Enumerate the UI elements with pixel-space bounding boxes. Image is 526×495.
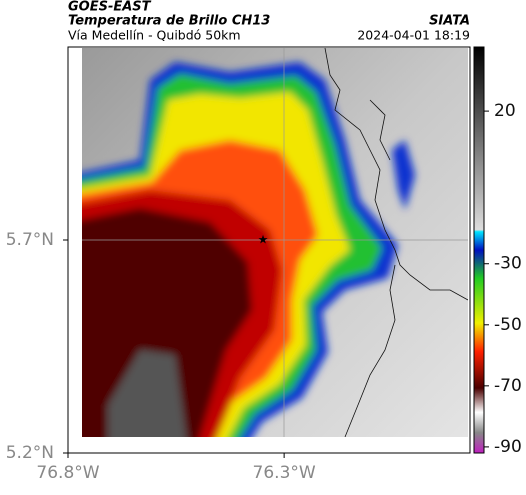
- map-frame: [67, 46, 471, 454]
- colorbar-tick-label: -30: [494, 254, 522, 274]
- x-tick-label: 76.3°W: [253, 463, 316, 483]
- x-tick-label: 76.8°W: [36, 463, 99, 483]
- region: Vía Medellín - Quibdó 50km: [68, 28, 241, 43]
- y-tick-label: 5.2°N: [6, 443, 54, 463]
- colorbar: [473, 46, 485, 454]
- colorbar-tick-label: -70: [494, 376, 522, 396]
- datetime: 2024-04-01 18:19: [357, 28, 470, 43]
- colorbar-tick-label: 20: [494, 101, 516, 121]
- satellite-image: ★: [82, 48, 468, 437]
- product: Temperatura de Brillo CH13: [68, 14, 270, 29]
- svg-text:★: ★: [258, 233, 269, 247]
- colorbar-tick-label: -50: [494, 315, 522, 335]
- satellite: GOES-EAST: [68, 0, 152, 15]
- source: SIATA: [429, 14, 470, 29]
- y-tick-label: 5.7°N: [6, 230, 54, 250]
- colorbar-tick-label: -90: [494, 437, 522, 457]
